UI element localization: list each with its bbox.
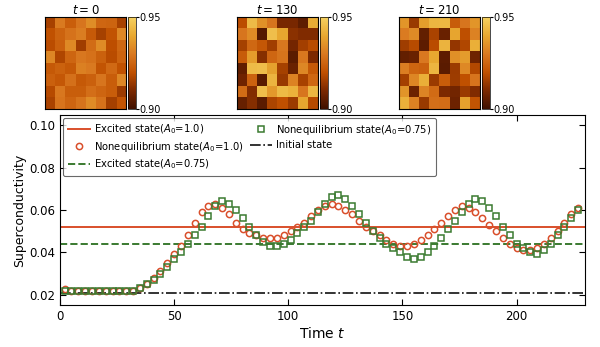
Title: $t=0$: $t=0$: [71, 5, 100, 17]
Legend: Excited state($A_0$=1.0), Nonequilibrium state($A_0$=1.0), Excited state($A_0$=0: Excited state($A_0$=1.0), Nonequilibrium…: [63, 118, 436, 176]
Title: $t=210$: $t=210$: [418, 5, 461, 17]
Title: $t=130$: $t=130$: [256, 5, 299, 17]
Y-axis label: Superconductivity: Superconductivity: [13, 153, 26, 266]
X-axis label: Time $t$: Time $t$: [299, 326, 346, 341]
